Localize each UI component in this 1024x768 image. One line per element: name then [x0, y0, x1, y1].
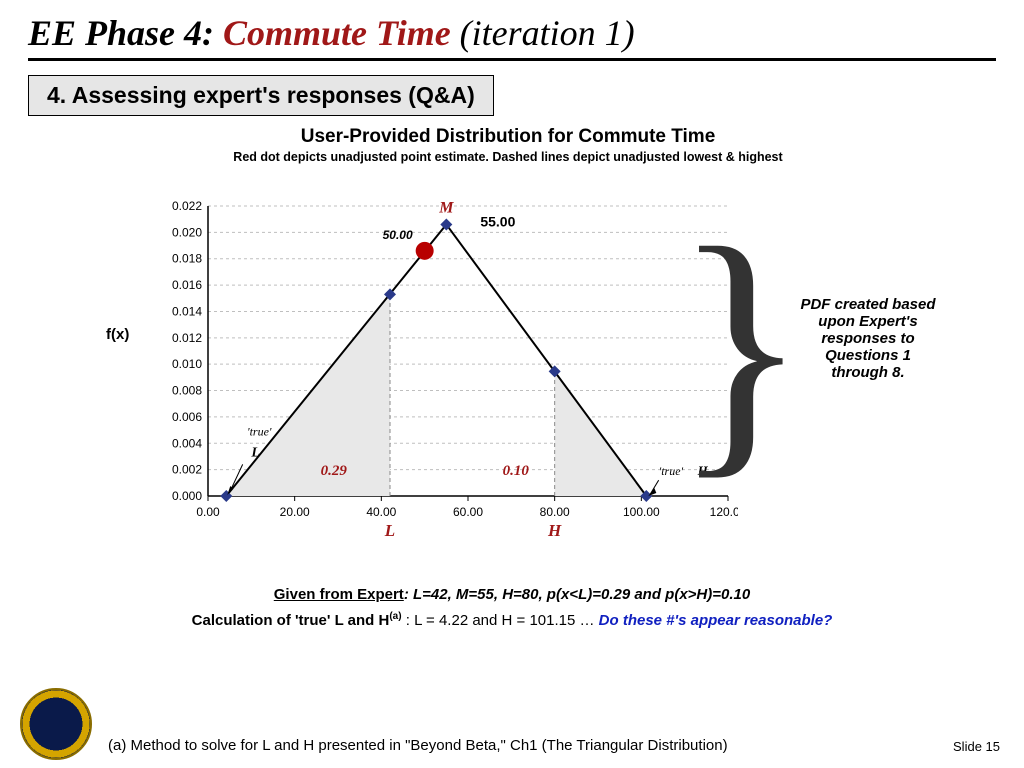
svg-text:60.00: 60.00 — [453, 505, 483, 519]
page-title: EE Phase 4: Commute Time (iteration 1) — [28, 12, 996, 54]
svg-text:0.002: 0.002 — [172, 463, 202, 477]
navy-seal-icon — [20, 688, 92, 760]
svg-text:H: H — [547, 521, 562, 540]
svg-text:0.00: 0.00 — [196, 505, 220, 519]
calc-question: Do these #'s appear reasonable? — [599, 612, 833, 629]
svg-text:80.00: 80.00 — [540, 505, 570, 519]
svg-text:120.00: 120.00 — [710, 505, 738, 519]
title-suffix: (iteration 1) — [460, 13, 635, 53]
svg-text:0.004: 0.004 — [172, 436, 202, 450]
side-note: PDF created based upon Expert's response… — [798, 296, 938, 381]
given-label: Given from Expert — [274, 586, 404, 603]
svg-text:40.00: 40.00 — [366, 505, 396, 519]
triangular-pdf-chart: 0.000 0.002 0.004 0.006 0.008 0.010 0.012 0.014… — [158, 196, 738, 546]
plot-wrap: 0.000 0.002 0.004 0.006 0.008 0.010 0.012 0.014… — [158, 196, 738, 516]
svg-text:100.00: 100.00 — [623, 505, 660, 519]
calc-sup: (a) — [389, 611, 401, 622]
svg-text:0.020: 0.020 — [172, 225, 202, 239]
svg-text:0.018: 0.018 — [172, 252, 202, 266]
y-axis-label: f(x) — [106, 326, 129, 343]
svg-text:0.000: 0.000 — [172, 489, 202, 503]
calc-text: : L = 4.22 and H = 101.15 … — [402, 612, 599, 629]
svg-text:M: M — [438, 199, 454, 216]
svg-text:0.006: 0.006 — [172, 410, 202, 424]
chart-subtitle: Red dot depicts unadjusted point estimat… — [88, 150, 928, 164]
brace-icon: } — [674, 206, 808, 486]
svg-text:0.29: 0.29 — [321, 463, 348, 479]
section-header-box: 4. Assessing expert's responses (Q&A) — [28, 75, 494, 116]
calc-label: Calculation of 'true' L and H — [192, 612, 390, 629]
svg-text:'true': 'true' — [247, 424, 272, 438]
title-prefix: EE Phase 4: — [28, 13, 223, 53]
footnote: (a) Method to solve for L and H presente… — [108, 737, 728, 754]
svg-text:0.012: 0.012 — [172, 331, 202, 345]
svg-text:0.010: 0.010 — [172, 357, 202, 371]
svg-text:55.00: 55.00 — [480, 213, 515, 229]
given-text: : L=42, M=55, H=80, p(x<L)=0.29 and p(x>… — [404, 586, 750, 603]
svg-text:0.014: 0.014 — [172, 304, 202, 318]
svg-text:20.00: 20.00 — [280, 505, 310, 519]
svg-text:L: L — [250, 445, 260, 460]
svg-text:0.10: 0.10 — [503, 463, 530, 479]
svg-text:L: L — [384, 521, 395, 540]
svg-text:50.00: 50.00 — [383, 228, 413, 242]
svg-text:0.016: 0.016 — [172, 278, 202, 292]
chart-title: User-Provided Distribution for Commute T… — [88, 126, 928, 148]
slide-number: Slide 15 — [953, 739, 1000, 754]
title-red: Commute Time — [223, 13, 460, 53]
given-line: Given from Expert: L=42, M=55, H=80, p(x… — [28, 586, 996, 603]
svg-text:0.022: 0.022 — [172, 199, 202, 213]
title-rule — [28, 58, 996, 61]
chart-area: User-Provided Distribution for Commute T… — [28, 126, 928, 566]
svg-text:0.008: 0.008 — [172, 384, 202, 398]
calc-line: Calculation of 'true' L and H(a) : L = 4… — [28, 611, 996, 629]
